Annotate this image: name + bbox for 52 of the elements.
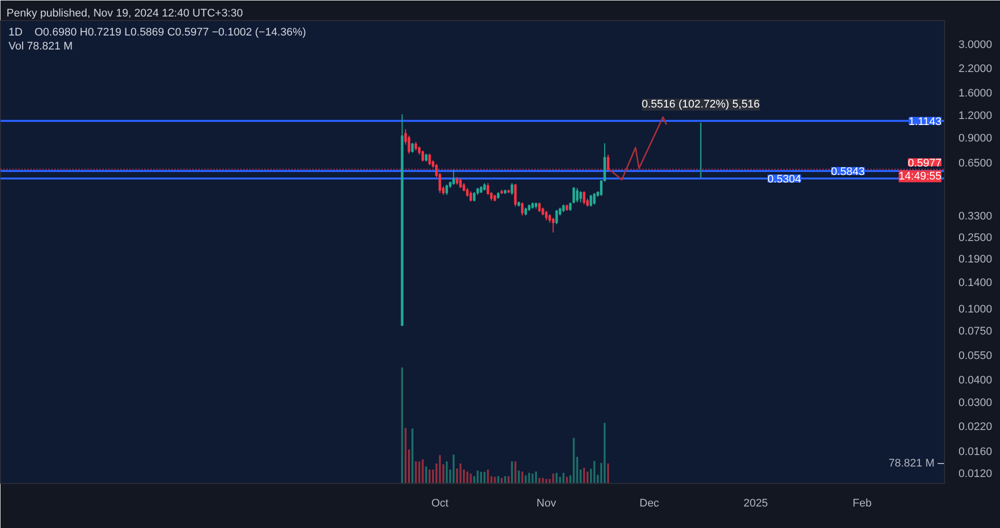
candlestick — [593, 192, 596, 205]
candlestick — [472, 192, 476, 202]
y-tick-label: 3.0000 — [958, 38, 992, 51]
y-tick-label: 0.6500 — [958, 158, 992, 170]
candlestick — [520, 202, 524, 216]
candlestick — [552, 217, 554, 233]
candlestick — [510, 182, 514, 196]
y-tick-label: 0.0750 — [958, 326, 992, 338]
ref-line-label: 1.1143 — [908, 116, 942, 128]
y-tick-label: 0.1900 — [958, 253, 992, 266]
x-tick-label: 2025 — [743, 498, 768, 510]
candlestick — [459, 178, 462, 188]
y-tick-label: 0.9000 — [958, 132, 992, 144]
candlestick — [514, 183, 517, 208]
y-tick-label: 0.0550 — [958, 350, 992, 362]
line-series — [607, 116, 668, 181]
candlestick — [421, 150, 424, 162]
candlestick — [590, 194, 592, 208]
x-tick-label: Oct — [431, 498, 448, 510]
candlestick — [555, 209, 558, 225]
chart-title: Penky published, Nov 19, 2024 12:40 UTC+3:30 — [6, 8, 243, 20]
y-tick-label: 0.1400 — [958, 277, 992, 290]
annotation: 0.5516 (102.72%) 5,516 — [642, 98, 760, 111]
y-tick-label: 2.2000 — [958, 62, 992, 75]
x-tick-label: Dec — [640, 498, 660, 510]
candlestick — [538, 202, 541, 212]
y-tick-label: 0.2500 — [958, 232, 992, 244]
candlestick — [411, 142, 414, 154]
y-tick-label: 0.0160 — [958, 446, 992, 458]
candlestick — [445, 184, 448, 196]
y-tick-label: 0.0120 — [958, 468, 992, 480]
candlestick — [579, 190, 582, 203]
candlestick — [545, 210, 548, 221]
text: 1D — [8, 26, 23, 38]
y-tick-label: 0.3300 — [958, 210, 992, 222]
candlestick — [582, 190, 586, 205]
ref-line-label: 0.5843 — [831, 166, 865, 178]
y-tick-label: 0.0400 — [958, 374, 992, 387]
candlestick — [470, 190, 472, 202]
y-tick-label: 1.6000 — [958, 88, 992, 100]
y-tick-label: 0.0220 — [958, 420, 992, 433]
y2-tick-label: 78.821 M — [888, 458, 935, 470]
candlestick — [452, 169, 455, 186]
annotation: Vol 78.821 M — [8, 40, 73, 52]
candlestick — [576, 187, 578, 203]
y-tick-label: 0.0300 — [958, 396, 992, 409]
x-tick-label: Nov — [536, 498, 557, 510]
annotation: O0.6980 H0.7219 L0.5869 C0.5977 −0.1002 (−14.36%) — [34, 26, 306, 38]
x-tick-label: Feb — [852, 498, 872, 510]
y-tick-label: 0.1000 — [958, 303, 992, 316]
y-tick-label: 1.2000 — [958, 110, 992, 122]
candlestick — [428, 153, 431, 166]
